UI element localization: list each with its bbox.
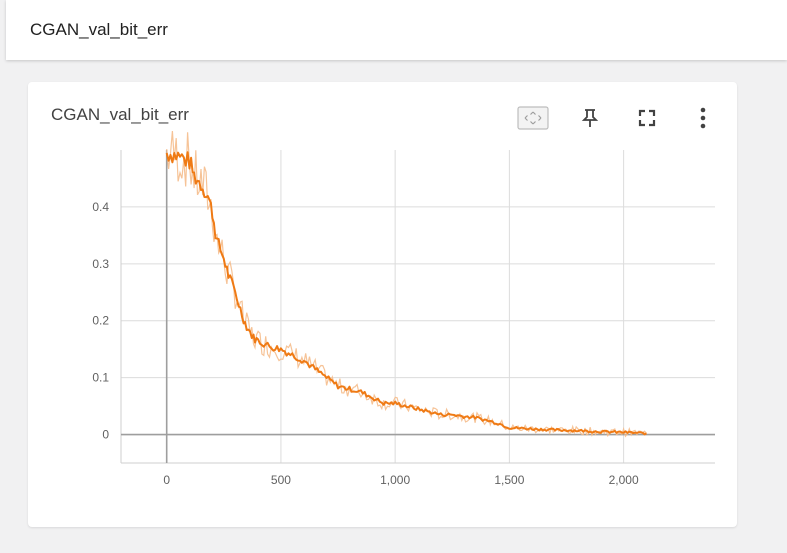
y-tick-label: 0.2 xyxy=(92,314,109,328)
y-tick-label: 0.4 xyxy=(92,200,109,214)
pin-icon[interactable] xyxy=(574,102,606,134)
card-title: CGAN_val_bit_err xyxy=(51,105,189,124)
fullscreen-icon[interactable] xyxy=(631,102,663,134)
x-tick-label: 2,000 xyxy=(609,473,639,487)
x-tick-label: 1,000 xyxy=(380,473,410,487)
series-line xyxy=(165,151,647,436)
page-header: CGAN_val_bit_err xyxy=(6,0,787,60)
chart-card: CGAN_val_bit_err xyxy=(28,82,737,527)
x-tick-label: 1,500 xyxy=(494,473,524,487)
series-raw-line xyxy=(166,131,647,438)
more-vert-icon[interactable] xyxy=(687,102,719,134)
y-tick-label: 0.3 xyxy=(92,257,109,271)
page-title: CGAN_val_bit_err xyxy=(30,20,168,39)
x-tick-label: 500 xyxy=(271,473,291,487)
y-tick-label: 0 xyxy=(102,428,109,442)
y-tick-label: 0.1 xyxy=(92,371,109,385)
fit-domain-icon[interactable] xyxy=(517,102,549,134)
x-tick-label: 0 xyxy=(163,473,170,487)
